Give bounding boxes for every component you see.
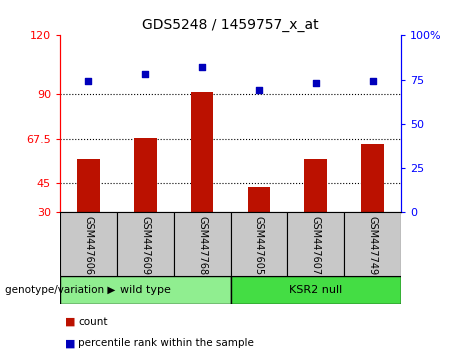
Text: GSM447605: GSM447605 (254, 216, 264, 275)
Bar (191, 92, 213, 212)
Bar (117, 212, 174, 276)
Point (255, 87, 263, 93)
Bar (174, 212, 230, 276)
Point (142, 72, 149, 77)
Bar (287, 212, 344, 276)
Point (85, 79, 92, 84)
Bar (77, 159, 100, 212)
Bar (60, 212, 117, 276)
Point (312, 80, 319, 86)
Bar (304, 159, 327, 212)
Bar (248, 187, 270, 212)
Text: ■: ■ (65, 317, 75, 327)
Text: ■: ■ (65, 338, 75, 348)
Point (198, 64, 206, 70)
Bar (361, 144, 384, 212)
Bar (230, 212, 287, 276)
Text: GSM447768: GSM447768 (197, 216, 207, 275)
Text: GSM447607: GSM447607 (311, 216, 321, 275)
Point (369, 79, 376, 84)
Text: count: count (78, 317, 108, 327)
Text: wild type: wild type (120, 285, 171, 295)
Bar (134, 138, 157, 212)
Text: GSM447749: GSM447749 (367, 216, 378, 275)
Text: GSM447609: GSM447609 (140, 216, 150, 275)
Text: GSM447606: GSM447606 (83, 216, 94, 275)
Text: percentile rank within the sample: percentile rank within the sample (78, 338, 254, 348)
Bar (344, 212, 401, 276)
Title: GDS5248 / 1459757_x_at: GDS5248 / 1459757_x_at (142, 18, 319, 32)
Text: genotype/variation ▶: genotype/variation ▶ (5, 285, 115, 295)
Bar (230, 276, 401, 304)
Bar (60, 276, 230, 304)
Text: KSR2 null: KSR2 null (289, 285, 343, 295)
